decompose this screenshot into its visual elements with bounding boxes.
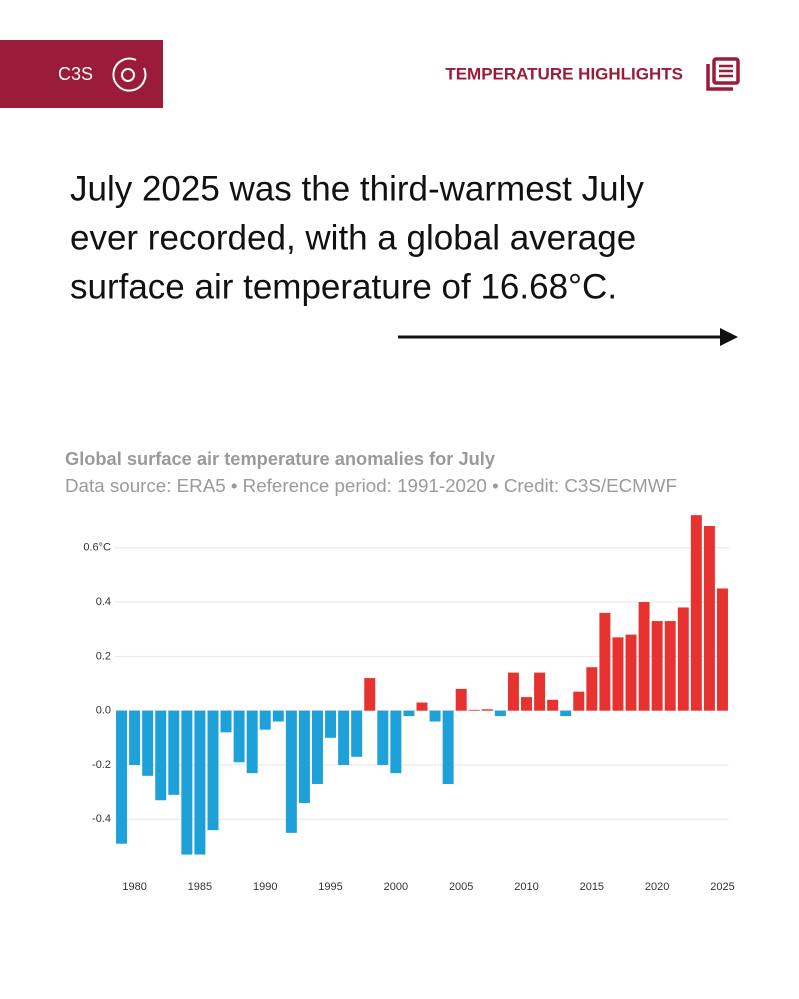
bar: [403, 710, 415, 717]
bar: [351, 710, 363, 757]
bar: [298, 710, 310, 803]
bar: [481, 709, 493, 711]
bar: [560, 710, 572, 717]
chart-title: Global surface air temperature anomalies…: [65, 449, 495, 469]
bar: [233, 710, 245, 763]
bar: [220, 710, 232, 733]
headline-line: surface air temperature of 16.68°C.: [70, 267, 617, 306]
bar: [364, 678, 376, 711]
y-tick-label: 0.4: [96, 596, 111, 608]
y-tick-label: 0.6°C: [83, 542, 111, 554]
y-tick-label: 0.2: [96, 650, 111, 662]
logo-box: [0, 40, 163, 108]
bar: [272, 710, 284, 722]
x-tick-label: 2025: [710, 881, 734, 893]
bar: [677, 607, 689, 711]
bar: [338, 710, 350, 765]
bar: [377, 710, 389, 765]
bar: [586, 667, 598, 711]
bar: [690, 515, 702, 711]
x-tick-label: 1985: [188, 881, 212, 893]
bar: [534, 672, 546, 711]
x-tick-label: 2020: [645, 881, 669, 893]
bar: [194, 710, 206, 855]
bar: [325, 710, 337, 738]
x-tick-label: 1990: [253, 881, 277, 893]
bar: [390, 710, 402, 774]
bar: [521, 697, 532, 711]
x-tick-label: 2005: [449, 881, 473, 893]
bar: [155, 710, 167, 801]
bar: [612, 637, 624, 711]
bar: [116, 710, 128, 844]
bar: [716, 588, 728, 711]
bar: [285, 710, 297, 833]
y-tick-label: -0.2: [92, 759, 111, 771]
bar: [573, 691, 585, 711]
x-tick-label: 2010: [514, 881, 538, 893]
bar: [651, 621, 663, 711]
bar: [494, 710, 506, 717]
bar: [259, 710, 271, 730]
section-title: TEMPERATURE HIGHLIGHTS: [445, 64, 683, 83]
bar: [142, 710, 154, 776]
headline-line: ever recorded, with a global average: [70, 218, 636, 257]
bar: [599, 612, 611, 711]
chart-subtitle: Data source: ERA5 • Reference period: 19…: [65, 476, 677, 496]
bar: [168, 710, 180, 795]
x-tick-label: 1980: [122, 881, 146, 893]
arrow-head: [720, 328, 738, 346]
bar: [625, 634, 637, 711]
x-tick-label: 2015: [580, 881, 604, 893]
bar: [468, 709, 480, 711]
bar: [638, 602, 650, 711]
headline-line: July 2025 was the third-warmest July: [70, 169, 644, 208]
y-tick-label: -0.4: [92, 813, 111, 825]
bar: [246, 710, 258, 774]
bar: [416, 702, 428, 711]
bar: [664, 621, 676, 711]
bar: [507, 672, 519, 711]
logo-icon: [112, 57, 147, 92]
y-tick-label: 0.0: [96, 705, 111, 717]
bar: [129, 710, 141, 765]
x-tick-label: 1995: [318, 881, 342, 893]
headline: July 2025 was the third-warmest July eve…: [70, 169, 644, 306]
bar: [547, 699, 559, 711]
bar: [207, 710, 219, 831]
document-icon: [706, 57, 740, 91]
logo-text: C3S: [58, 64, 93, 84]
bar: [429, 710, 441, 722]
bar: [442, 710, 454, 784]
bar: [181, 710, 193, 855]
bar: [312, 710, 323, 784]
x-tick-label: 2000: [384, 881, 408, 893]
bar: [703, 526, 715, 711]
bar: [455, 688, 467, 711]
